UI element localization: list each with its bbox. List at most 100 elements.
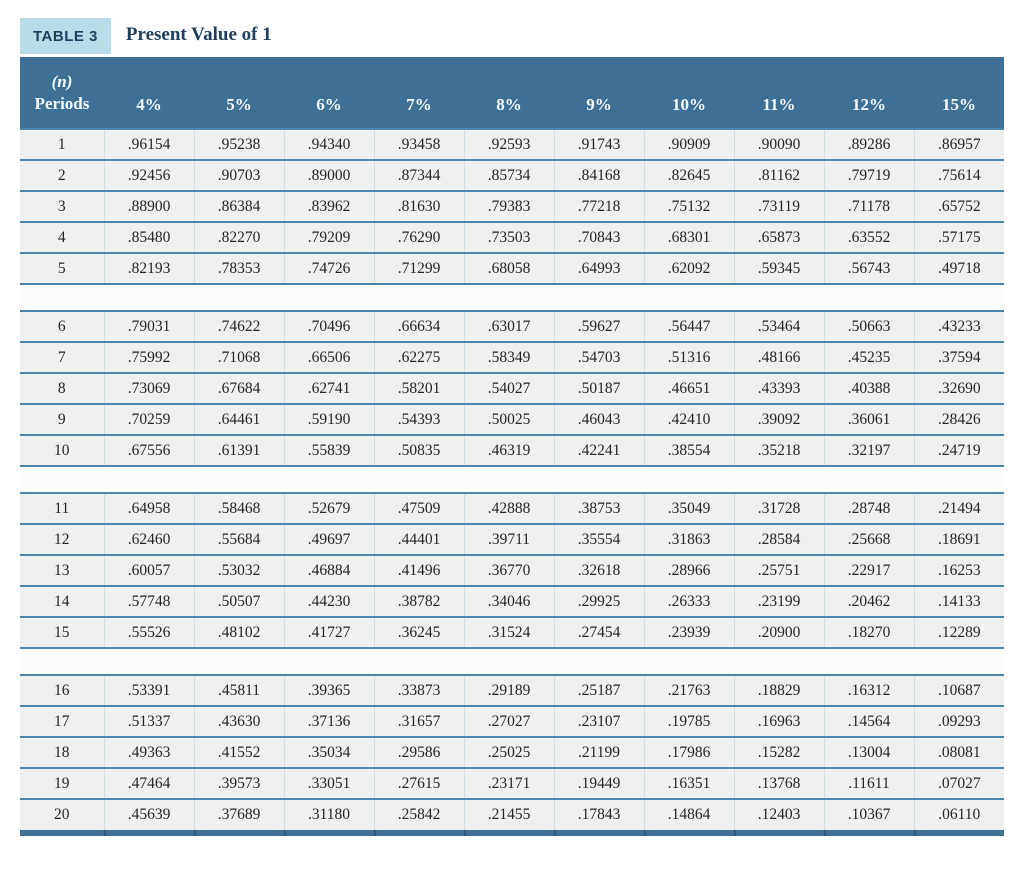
value-cell: .83962 xyxy=(283,190,374,222)
table-row: 9.70259.64461.59190.54393.50025.46043.42… xyxy=(20,403,1004,435)
value-cell: .39365 xyxy=(283,674,374,706)
period-cell: 1 xyxy=(20,128,104,160)
table-row: 1.96154.95238.94340.93458.92593.91743.90… xyxy=(20,128,1004,160)
bar-segment xyxy=(554,830,644,836)
value-cell: .18270 xyxy=(823,616,914,648)
value-cell: .43393 xyxy=(733,372,824,404)
rate-header-cell: 12% xyxy=(824,57,914,129)
rate-header-cell: 7% xyxy=(374,57,464,129)
value-cell: .79719 xyxy=(823,159,914,191)
value-cell: .73119 xyxy=(733,190,824,222)
value-cell: .26333 xyxy=(643,585,734,617)
pv-table: (n) Periods 4% 5% 6% 7% 8% 9% 10% 11% 12% 15% 1.9… xyxy=(20,57,1004,830)
value-cell: .45639 xyxy=(103,798,194,830)
value-cell: .67684 xyxy=(193,372,284,404)
value-cell: .82193 xyxy=(103,252,194,284)
value-cell: .45235 xyxy=(823,341,914,373)
value-cell: .20462 xyxy=(823,585,914,617)
value-cell: .35049 xyxy=(643,492,734,524)
value-cell: .60057 xyxy=(103,554,194,586)
table-badge: TABLE 3 xyxy=(20,18,111,54)
bar-segment xyxy=(104,830,194,836)
value-cell: .59190 xyxy=(283,403,374,435)
table-row: 7.75992.71068.66506.62275.58349.54703.51… xyxy=(20,341,1004,373)
table-row: 2.92456.90703.89000.87344.85734.84168.82… xyxy=(20,159,1004,191)
value-cell: .15282 xyxy=(733,736,824,768)
value-cell: .17843 xyxy=(553,798,644,830)
value-cell: .74622 xyxy=(193,310,284,342)
value-cell: .49363 xyxy=(103,736,194,768)
value-cell: .37689 xyxy=(193,798,284,830)
value-cell: .47509 xyxy=(373,492,464,524)
value-cell: .86384 xyxy=(193,190,284,222)
value-cell: .32197 xyxy=(823,434,914,466)
value-cell: .18691 xyxy=(913,523,1004,555)
period-cell: 11 xyxy=(20,492,104,524)
value-cell: .12289 xyxy=(913,616,1004,648)
bar-segment xyxy=(734,830,824,836)
value-cell: .31657 xyxy=(373,705,464,737)
value-cell: .81630 xyxy=(373,190,464,222)
table-row: 8.73069.67684.62741.58201.54027.50187.46… xyxy=(20,372,1004,404)
value-cell: .46043 xyxy=(553,403,644,435)
value-cell: .50025 xyxy=(463,403,554,435)
table-row: 16.53391.45811.39365.33873.29189.25187.2… xyxy=(20,674,1004,706)
value-cell: .31180 xyxy=(283,798,374,830)
rate-header-cell: 4% xyxy=(104,57,194,129)
value-cell: .28426 xyxy=(913,403,1004,435)
value-cell: .23939 xyxy=(643,616,734,648)
value-cell: .38554 xyxy=(643,434,734,466)
table-row: 5.82193.78353.74726.71299.68058.64993.62… xyxy=(20,252,1004,284)
value-cell: .16253 xyxy=(913,554,1004,586)
value-cell: .35218 xyxy=(733,434,824,466)
value-cell: .70843 xyxy=(553,221,644,253)
value-cell: .76290 xyxy=(373,221,464,253)
value-cell: .22917 xyxy=(823,554,914,586)
value-cell: .92456 xyxy=(103,159,194,191)
value-cell: .46319 xyxy=(463,434,554,466)
value-cell: .75614 xyxy=(913,159,1004,191)
value-cell: .78353 xyxy=(193,252,284,284)
bar-segment xyxy=(374,830,464,836)
table-row: 19.47464.39573.33051.27615.23171.19449.1… xyxy=(20,767,1004,799)
periods-label: Periods xyxy=(34,93,90,113)
value-cell: .39092 xyxy=(733,403,824,435)
value-cell: .14864 xyxy=(643,798,734,830)
value-cell: .68301 xyxy=(643,221,734,253)
rate-header-cell: 9% xyxy=(554,57,644,129)
value-cell: .71299 xyxy=(373,252,464,284)
value-cell: .54703 xyxy=(553,341,644,373)
value-cell: .23199 xyxy=(733,585,824,617)
value-cell: .25025 xyxy=(463,736,554,768)
table-row: 20.45639.37689.31180.25842.21455.17843.1… xyxy=(20,798,1004,830)
table-row: 17.51337.43630.37136.31657.27027.23107.1… xyxy=(20,705,1004,737)
value-cell: .58201 xyxy=(373,372,464,404)
rate-header-cell: 11% xyxy=(734,57,824,129)
period-cell: 8 xyxy=(20,372,104,404)
value-cell: .19785 xyxy=(643,705,734,737)
table-title-text: Present Value of 1 xyxy=(125,24,272,45)
value-cell: .55526 xyxy=(103,616,194,648)
period-cell: 13 xyxy=(20,554,104,586)
value-cell: .67556 xyxy=(103,434,194,466)
rate-header-cell: 6% xyxy=(284,57,374,129)
value-cell: .93458 xyxy=(373,128,464,160)
value-cell: .94340 xyxy=(283,128,374,160)
value-cell: .74726 xyxy=(283,252,374,284)
table-row: 18.49363.41552.35034.29586.25025.21199.1… xyxy=(20,736,1004,768)
value-cell: .08081 xyxy=(913,736,1004,768)
table-row: 3.88900.86384.83962.81630.79383.77218.75… xyxy=(20,190,1004,222)
value-cell: .90909 xyxy=(643,128,734,160)
value-cell: .57175 xyxy=(913,221,1004,253)
value-cell: .21455 xyxy=(463,798,554,830)
table-body: 1.96154.95238.94340.93458.92593.91743.90… xyxy=(20,128,1004,830)
bar-segment xyxy=(464,830,554,836)
value-cell: .25668 xyxy=(823,523,914,555)
value-cell: .62460 xyxy=(103,523,194,555)
value-cell: .82270 xyxy=(193,221,284,253)
value-cell: .38753 xyxy=(553,492,644,524)
value-cell: .23107 xyxy=(553,705,644,737)
value-cell: .64461 xyxy=(193,403,284,435)
value-cell: .50835 xyxy=(373,434,464,466)
value-cell: .13004 xyxy=(823,736,914,768)
